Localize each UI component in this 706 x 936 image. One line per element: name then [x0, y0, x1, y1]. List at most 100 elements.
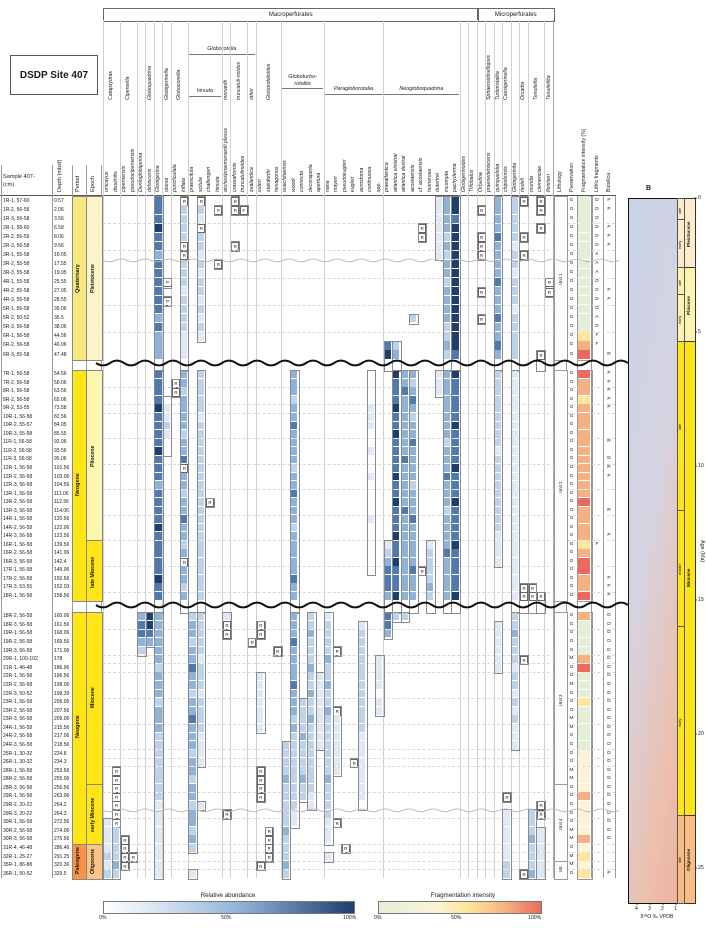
abundance-cell — [154, 515, 162, 523]
abundance-cell — [392, 532, 400, 540]
abundance-cell — [443, 583, 451, 592]
depth-value: 17.55 — [54, 260, 67, 267]
depth-value: 217.06 — [54, 733, 70, 740]
abundance-cell — [392, 395, 400, 404]
abundance-cell — [188, 646, 196, 655]
abundance-cell — [197, 689, 205, 698]
abundance-cell — [400, 430, 408, 438]
abundance-cell — [409, 515, 417, 523]
sample-label: 26R-1, 30-32 — [3, 759, 33, 766]
epoch-column-header: Epoch — [90, 176, 96, 192]
abundance-cell — [494, 404, 502, 413]
depth-value: 186.96 — [54, 664, 70, 671]
column-separator — [119, 20, 121, 878]
abundance-cell — [197, 629, 205, 638]
abundance-cell — [511, 455, 519, 464]
abundance-cell — [511, 332, 519, 341]
preservation-value: G — [569, 567, 574, 573]
species-label-33: praeatlantica — [384, 162, 391, 192]
abundance-cell — [511, 223, 519, 232]
fragmentation-cell — [577, 766, 591, 775]
lithic-fragments-value: D — [595, 324, 599, 330]
fragmentation-cell — [577, 305, 591, 314]
abundance-cell — [324, 758, 332, 767]
preservation-value: G — [569, 197, 574, 203]
fragmentation-cell — [577, 277, 591, 287]
fragmentation-cell — [577, 489, 591, 498]
range-box — [519, 232, 529, 244]
biosilica-value: D — [607, 656, 611, 662]
abundance-cell — [443, 350, 451, 359]
species-label-44: Orbulina — [477, 172, 484, 192]
fragmentation-cell — [577, 515, 591, 524]
sample-label: 23R-3, 56-58 — [3, 716, 33, 723]
occurrence-letter-cell: R — [248, 638, 257, 648]
occurrence-letter-cell: R — [256, 792, 265, 802]
abundance-cell — [154, 826, 162, 835]
preservation-value: G — [569, 297, 574, 303]
species-label-45: praenedehiscens — [486, 152, 493, 192]
genus-label-9: other — [248, 88, 255, 100]
abundance-cell — [307, 766, 315, 775]
sample-label: 21R-1, 46-48 — [3, 664, 33, 671]
abundance-cell — [426, 540, 434, 549]
abundance-cell — [358, 655, 366, 664]
range-box — [256, 672, 266, 735]
fragmentation-cell — [577, 792, 591, 801]
range-box — [536, 591, 546, 614]
depth-column-header: Depth (mbsf) — [57, 159, 63, 192]
abundance-cell — [197, 506, 205, 515]
abundance-cell — [409, 540, 417, 549]
abundance-cell — [180, 481, 188, 489]
abundance-cell — [180, 332, 188, 341]
column-separator — [221, 20, 223, 878]
depth-value: 84.05 — [54, 422, 67, 429]
depth-value: 329.5 — [54, 870, 67, 877]
abundance-cell — [282, 775, 289, 784]
abundance-cell — [290, 540, 298, 549]
abundance-cell — [511, 549, 519, 558]
abundance-cell — [451, 314, 459, 323]
abundance-cell — [180, 314, 188, 323]
abundance-cell — [494, 250, 502, 259]
range-box — [213, 259, 224, 271]
abundance-cell — [180, 341, 188, 350]
species-label-6: Globigerina — [155, 165, 162, 192]
biosilica-value: D — [607, 733, 611, 739]
biosilica-value: D — [607, 750, 611, 756]
abundance-cell — [400, 523, 408, 532]
abundance-cell — [197, 387, 205, 396]
abundance-cell — [188, 844, 196, 852]
depth-value: 291.25 — [54, 853, 70, 860]
abundance-cell — [197, 620, 205, 629]
abundance-cell — [197, 413, 205, 421]
range-box — [179, 370, 190, 614]
abundance-cell — [163, 413, 171, 421]
abundance-cell — [188, 672, 196, 681]
abundance-cell — [154, 232, 162, 241]
abundance-cell — [400, 455, 408, 464]
abundance-cell — [443, 591, 451, 600]
abundance-cell — [392, 404, 400, 413]
sample-label: 17R-1, 56-58 — [3, 567, 33, 574]
column-separator — [103, 20, 104, 878]
depth-value: 63.56 — [54, 388, 67, 395]
species-label-11: scitula — [197, 177, 204, 192]
sample-label: 30R-1, 56-58 — [3, 819, 33, 826]
abundance-cell — [511, 532, 519, 540]
preservation-value: G — [569, 447, 574, 453]
abundance-cell — [392, 574, 400, 583]
depth-value: 206.06 — [54, 699, 70, 706]
range-box — [332, 706, 343, 777]
sample-label: 14R-3, 56-58 — [3, 533, 33, 540]
sample-label: 17R-2, 56-58 — [3, 575, 33, 582]
genus-label-2: Globoquadrina — [146, 65, 153, 100]
abundance-cell — [434, 205, 442, 214]
abundance-cell — [511, 241, 519, 250]
abundance-cell — [494, 464, 502, 472]
biosilica-value: P — [607, 233, 611, 239]
abundance-cell — [290, 370, 298, 379]
sample-label: 5R-3, 56-58 — [3, 324, 30, 331]
abundance-cell — [358, 758, 366, 767]
abundance-cell — [197, 646, 205, 655]
